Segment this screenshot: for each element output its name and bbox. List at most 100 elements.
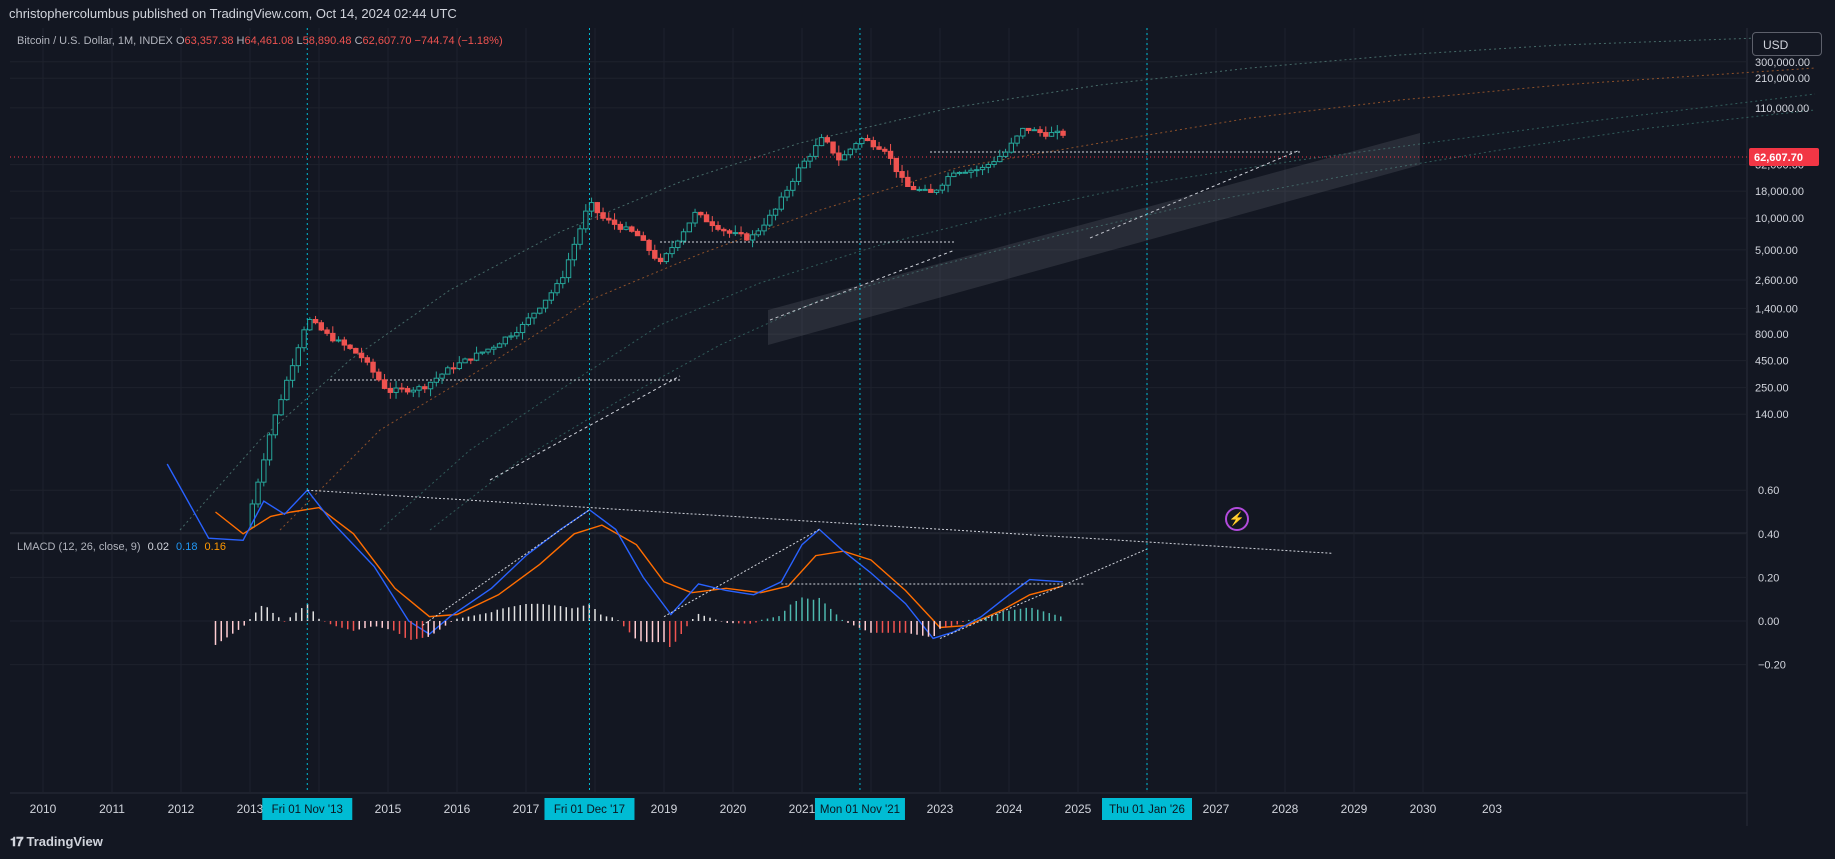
candle-body (519, 323, 526, 334)
candle-body (623, 226, 629, 230)
oscillator-axis-label: 0.60 (1758, 485, 1779, 497)
support-line (769, 249, 956, 321)
time-marker-tag (814, 798, 905, 820)
tradingview-mark-icon: 𝟏𝟕 (10, 834, 24, 849)
candle-body (778, 196, 784, 210)
candle-body (548, 292, 554, 301)
candle-body (611, 219, 618, 225)
candle-body (606, 217, 612, 221)
candle-body (508, 335, 514, 338)
candle-body (600, 212, 606, 219)
candle-body (347, 344, 353, 349)
candle-body (847, 148, 853, 156)
candle-body (692, 211, 698, 224)
candle-body (1054, 130, 1060, 134)
candle-body (1048, 132, 1055, 137)
candle-body (870, 140, 876, 148)
candle-body (738, 232, 744, 235)
published-header: christophercolumbus published on Trading… (0, 0, 1835, 28)
price-axis-label: 140.00 (1755, 409, 1789, 421)
candle-body (893, 157, 899, 173)
candle-body (755, 230, 761, 236)
candle-body (479, 351, 486, 354)
open-label: O (175, 35, 185, 47)
brand-name: TradingView (26, 834, 103, 849)
candle-body (761, 224, 767, 232)
last-price-tag (1749, 148, 1819, 166)
candle-body (272, 414, 279, 436)
symbol-name: Bitcoin / U.S. Dollar, 1M, INDEX (17, 35, 173, 47)
symbol-legend: Bitcoin / U.S. Dollar, 1M, INDEX O63,357… (17, 35, 503, 47)
price-axis-label: 2,600.00 (1755, 275, 1798, 287)
candle-body (295, 347, 302, 367)
time-marker-tag (544, 798, 635, 820)
regression-band-curve (429, 109, 1816, 531)
candle-body (853, 143, 859, 150)
regression-band-curve (379, 93, 1816, 531)
candle-body (801, 160, 807, 169)
indicator-signal-value: 0.16 (204, 541, 226, 553)
candle-body (376, 371, 382, 381)
candle-body (1020, 127, 1026, 137)
time-marker-label: Fri 01 Dec '17 (554, 804, 625, 816)
tradingview-logo[interactable]: 𝟏𝟕 TradingView (10, 834, 103, 850)
candle-body (439, 373, 445, 379)
time-axis-label: 2015 (375, 802, 402, 816)
last-price-label: 62,607.70 (1754, 152, 1803, 164)
price-axis-label: 450.00 (1755, 356, 1789, 368)
candle-body (916, 188, 922, 191)
candle-body (1008, 142, 1014, 153)
candle-body (899, 171, 905, 178)
candle-body (485, 348, 491, 353)
candle-body (514, 332, 520, 337)
macd-support-line (939, 548, 1148, 639)
price-axis-label: 1,400.00 (1755, 303, 1798, 315)
macd-support-line (422, 509, 590, 626)
time-axis-label: 2011 (99, 802, 125, 816)
candle-body (583, 210, 589, 230)
time-marker-label: Fri 01 Nov '13 (272, 804, 343, 816)
candle-body (358, 352, 365, 359)
footer: 𝟏𝟕 TradingView (0, 826, 1835, 859)
candle-body (496, 343, 503, 348)
candle-body (456, 362, 463, 370)
currency-button[interactable]: USD (1752, 32, 1822, 56)
candle-body (675, 240, 681, 249)
candle-body (312, 318, 319, 324)
time-axis-label: 2020 (720, 802, 747, 816)
candle-body (255, 481, 261, 505)
candle-body (502, 336, 509, 345)
time-axis-label: 2016 (444, 802, 471, 816)
candle-body (1014, 135, 1020, 144)
candle-body (307, 318, 313, 331)
candle-body (703, 214, 710, 223)
close-value: 62,607.70 (362, 35, 412, 47)
candle-body (962, 171, 968, 174)
lmacd-pane (166, 463, 1334, 647)
candle-body (772, 208, 779, 216)
high-value: 64,461.08 (244, 35, 294, 47)
time-axis-label: 2021 (789, 802, 816, 816)
candle-body (951, 172, 957, 178)
candle-body (732, 232, 738, 235)
candle-body (301, 329, 307, 349)
lightning-icon[interactable]: ⚡ (1225, 507, 1249, 531)
candle-body (1002, 151, 1009, 157)
candle-body (284, 379, 290, 401)
time-marker-tag (262, 798, 353, 820)
candle-body (1031, 129, 1037, 132)
candle-body (876, 146, 882, 150)
price-axis-label: 5,000.00 (1755, 245, 1798, 257)
macd-line (166, 463, 1063, 640)
candle-body (974, 169, 980, 172)
time-marker-label: Mon 01 Nov '21 (820, 804, 900, 816)
time-marker-tag (1102, 798, 1192, 820)
candle-body (565, 259, 572, 279)
time-axis-label: 2019 (651, 802, 678, 816)
candle-body (790, 180, 796, 191)
time-axis-label: 2013 (237, 802, 264, 816)
candle-body (427, 381, 434, 390)
time-axis-label: 2027 (1203, 802, 1230, 816)
candle-body (416, 386, 422, 391)
